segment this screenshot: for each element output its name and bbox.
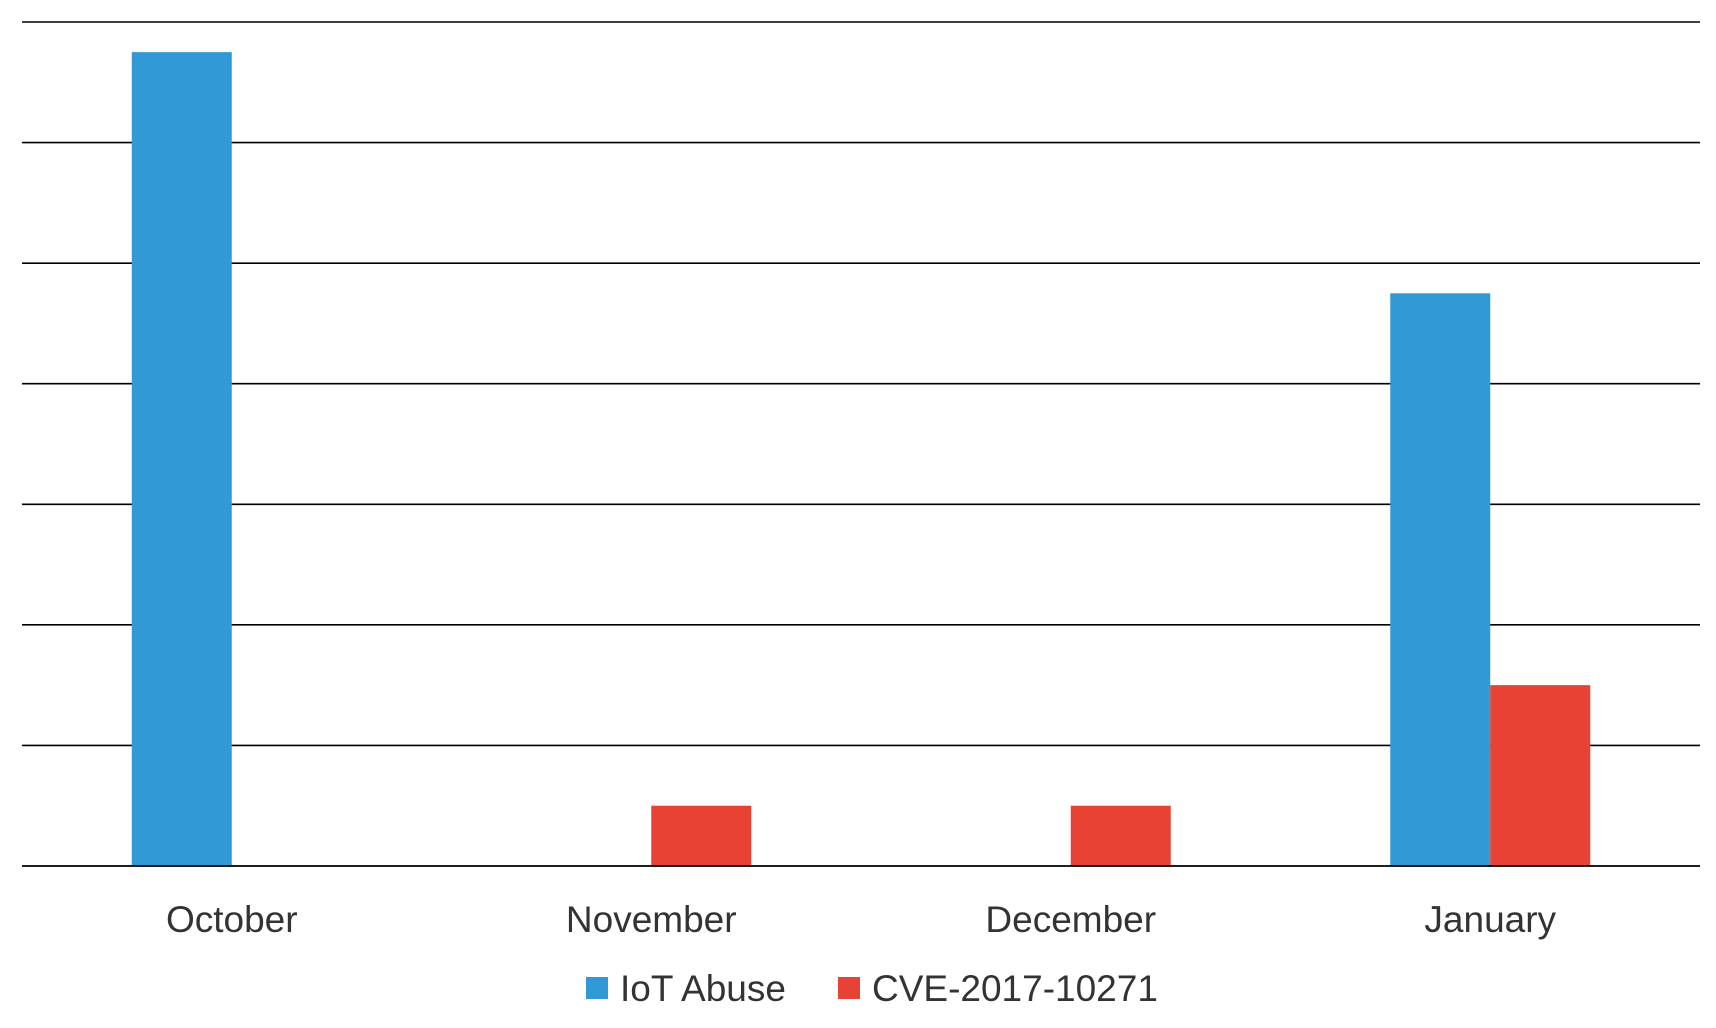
- legend-label: CVE-2017-10271: [872, 968, 1158, 1009]
- legend-swatch-cve: [838, 977, 860, 999]
- legend: IoT Abuse CVE-2017-10271: [586, 968, 1158, 1009]
- gridlines: [22, 21, 1700, 747]
- bar-iot-abuse-october: [131, 52, 232, 866]
- x-axis-labels: October November December January: [166, 899, 1557, 940]
- bar-cve-2017-10271-december: [1070, 805, 1171, 866]
- bar-iot-abuse-january: [1390, 293, 1491, 866]
- bars: [131, 52, 1591, 866]
- category-label: December: [985, 899, 1156, 940]
- category-label: November: [566, 899, 737, 940]
- bar-cve-2017-10271-january: [1490, 685, 1591, 866]
- legend-label: IoT Abuse: [620, 968, 786, 1009]
- legend-swatch-iot-abuse: [586, 977, 608, 999]
- category-label: October: [166, 899, 298, 940]
- bar-cve-2017-10271-november: [651, 805, 752, 866]
- category-label: January: [1424, 899, 1556, 940]
